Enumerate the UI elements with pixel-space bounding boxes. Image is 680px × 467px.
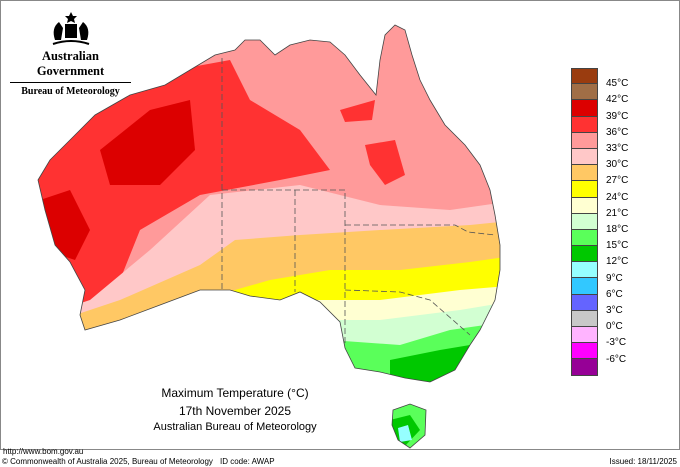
legend-label: 9°C [606,272,623,284]
logo-divider [10,82,131,83]
legend-label: 39°C [606,110,629,122]
legend-label: 18°C [606,224,629,235]
issued-date: Issued: 18/11/2025 [609,457,677,466]
legend-swatch [571,84,598,101]
legend-label: 45°C [606,78,629,90]
legend-label: 0°C [606,321,623,333]
legend-swatch [571,278,598,295]
legend-swatch [571,197,598,214]
legend-swatch [571,310,598,327]
legend-label: 6°C [606,288,623,300]
legend-label: -3°C [606,337,627,349]
map-title: Maximum Temperature (°C) [161,386,309,400]
legend-swatch [571,262,598,279]
id-code: ID code: AWAP [220,457,275,466]
state-borders [221,58,496,345]
zone-36c-qld [365,140,405,185]
legend-swatch [571,116,598,133]
legend-swatch [571,68,598,85]
legend-swatch [571,359,598,376]
bom-url[interactable]: http://www.bom.gov.au [3,447,84,456]
legend-label: 42°C [606,94,629,106]
legend-swatch [571,181,598,198]
government-name: Australian Government [36,49,105,78]
map-date: 17th November 2025 [178,404,292,418]
copyright-text: © Commonwealth of Australia 2025, Bureau… [2,457,213,466]
temperature-legend: 45°C 42°C 39°C 36°C 33°C 30°C 27°C 24°C 21°C 18°C… [571,68,628,376]
legend-swatch [571,246,598,263]
legend-label: 30°C [606,159,629,171]
legend-label: 21°C [606,207,629,219]
australian-government-logo: Australian Government Bureau of Meteorol… [8,10,133,97]
legend-swatch [571,148,598,166]
zone-39c-north [100,100,195,185]
legend-label: 15°C [606,240,629,252]
legend-swatch [571,229,598,247]
legend-label: 24°C [606,191,629,203]
legend-swatch [571,213,598,230]
legend-swatch [571,132,598,149]
legend-label: 12°C [606,256,629,268]
legend-swatch [571,165,598,182]
legend-swatch [571,343,598,360]
coat-of-arms-icon [52,12,89,45]
legend-swatch [571,327,598,344]
legend-swatch [571,100,598,117]
zone-9c-tas [398,425,412,442]
legend-label: 3°C [606,305,623,316]
map-agency: Australian Bureau of Meteorology [153,421,317,433]
legend-label: 36°C [606,126,629,138]
legend-swatch [571,294,598,311]
coastline [37,24,501,449]
legend-label: -6°C [606,353,627,365]
legend-label: 33°C [606,143,629,154]
zone-36c-gulf [340,100,375,122]
agency-name: Bureau of Meteorology [21,86,120,97]
legend-label: 27°C [606,175,629,187]
